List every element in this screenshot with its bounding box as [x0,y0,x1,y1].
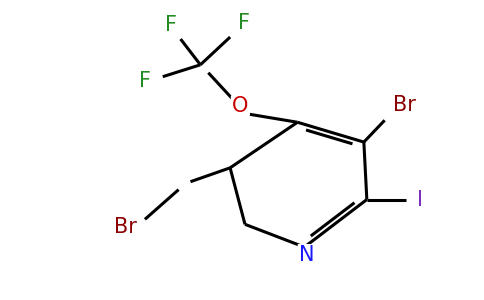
Text: Br: Br [393,95,416,116]
Text: O: O [232,96,248,116]
Text: F: F [238,13,250,33]
Text: Br: Br [114,217,136,237]
Text: I: I [417,190,424,209]
Text: N: N [299,245,314,265]
Text: F: F [165,15,177,35]
Text: F: F [139,70,151,91]
